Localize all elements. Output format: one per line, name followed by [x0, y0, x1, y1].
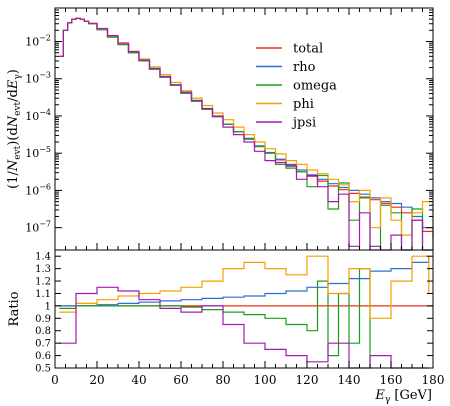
y-tick-label: 10−4 — [25, 108, 51, 123]
series-rho-spectrum-line — [59, 17, 434, 239]
ratio-y-tick-label: 1.3 — [35, 264, 51, 275]
ratio-y-tick-label: 1 — [45, 301, 51, 312]
legend-label-rho: rho — [293, 60, 316, 75]
ratio-y-tick-label: 1.2 — [35, 277, 51, 288]
spectrum-panel: 10−2 10−3 10−4 10−5 10−6 10−7 (1/Nevt)(dNevt/… — [6, 7, 434, 251]
ratio-y-axis: 0.5 0.60.7 0.80.9 11.11.2 1.31.4 — [35, 252, 433, 375]
ratio-frame — [54, 249, 434, 369]
x-tick-label: 120 — [296, 373, 319, 387]
series-jpsi-spectrum-line — [59, 17, 433, 251]
ratio-y-tick-label: 0.6 — [35, 351, 51, 362]
y-tick-label: 10−2 — [25, 34, 51, 49]
x-tick-label: 20 — [89, 373, 104, 387]
legend-label-omega: omega — [293, 79, 337, 94]
series-phi-spectrum-line — [59, 17, 434, 239]
ratio-y-tick-label: 0.7 — [35, 339, 51, 350]
y-tick-label: 10−3 — [25, 71, 51, 86]
ratio-y-axis-label: Ratio — [7, 291, 22, 326]
x-tick-label: 40 — [131, 373, 146, 387]
legend-label-phi: phi — [293, 97, 314, 112]
ratio-y-tick-label: 1.1 — [35, 289, 51, 300]
spectrum-y-axis-label: (1/Nevt)(dNevt/dEγ) — [6, 69, 23, 189]
ratio-y-tick-label: 1.4 — [35, 252, 51, 263]
spectrum-y-axis: 10−2 10−3 10−4 10−5 10−6 10−7 — [25, 9, 433, 235]
x-tick-label: 160 — [380, 373, 403, 387]
ratio-panel: 0.5 0.60.7 0.80.9 11.11.2 1.31.4 0 20 40 60 80 10… — [7, 8, 444, 405]
ratio-y-tick-label: 0.8 — [35, 326, 51, 337]
spectrum-series-group — [59, 17, 434, 251]
x-tick-label: 0 — [51, 373, 59, 387]
y-tick-label: 10−6 — [25, 182, 51, 197]
series-phi-ratio-line — [59, 255, 430, 319]
legend: total rho omega phi jpsi — [256, 42, 337, 131]
legend-label-jpsi: jpsi — [291, 116, 316, 131]
y-tick-label: 10−5 — [25, 145, 51, 160]
x-tick-label: 60 — [173, 373, 188, 387]
series-rho-ratio-line — [59, 256, 430, 307]
ratio-x-axis-label: Eγ [GeV] — [374, 388, 432, 405]
series-total-spectrum-line — [59, 17, 434, 239]
ratio-series-group — [55, 255, 433, 369]
x-tick-label: 180 — [422, 373, 445, 387]
series-omega-ratio-line — [59, 268, 371, 368]
y-tick-label: 10−7 — [25, 220, 51, 235]
ratio-y-tick-label: 0.5 — [35, 364, 51, 375]
x-tick-label: 80 — [215, 373, 230, 387]
x-tick-label: 140 — [338, 373, 361, 387]
x-tick-label: 100 — [254, 373, 277, 387]
legend-label-total: total — [293, 42, 323, 57]
ratio-y-tick-label: 0.9 — [35, 314, 51, 325]
